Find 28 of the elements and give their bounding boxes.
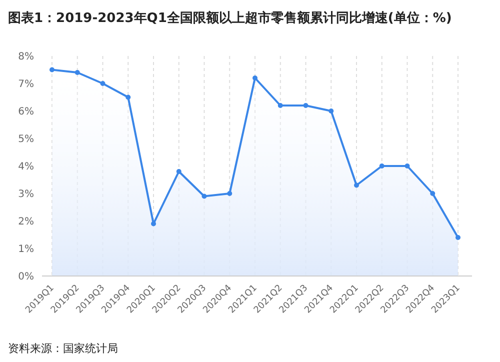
point [303, 103, 308, 108]
point [176, 169, 182, 174]
y-tick-label: 4% [18, 162, 34, 172]
point [100, 81, 106, 86]
point [202, 194, 207, 199]
point [252, 76, 258, 80]
point [74, 70, 80, 75]
point [379, 164, 384, 168]
y-tick-label: 1% [18, 244, 34, 255]
point [354, 182, 359, 188]
point [328, 108, 334, 114]
point [50, 67, 54, 72]
point [456, 235, 460, 240]
chart-title: 图表1：2019-2023年Q1全国限额以上超市零售额累计同比增速(单位：%) [8, 10, 452, 26]
y-tick-label: 3% [18, 189, 34, 200]
y-tick-label: 5% [18, 134, 34, 145]
y-tick-label: 2% [18, 216, 34, 228]
y-tick-label: 8% [18, 52, 34, 62]
y-tick-label: 6% [18, 106, 34, 118]
y-tick-label: 7% [18, 79, 34, 90]
point [404, 164, 410, 168]
text: 资料来源：国家统计局 [8, 342, 118, 355]
point [278, 103, 283, 108]
y-tick-label: 0% [18, 272, 34, 282]
point [430, 191, 436, 196]
point [126, 94, 131, 100]
point [151, 221, 156, 226]
point [227, 191, 232, 196]
